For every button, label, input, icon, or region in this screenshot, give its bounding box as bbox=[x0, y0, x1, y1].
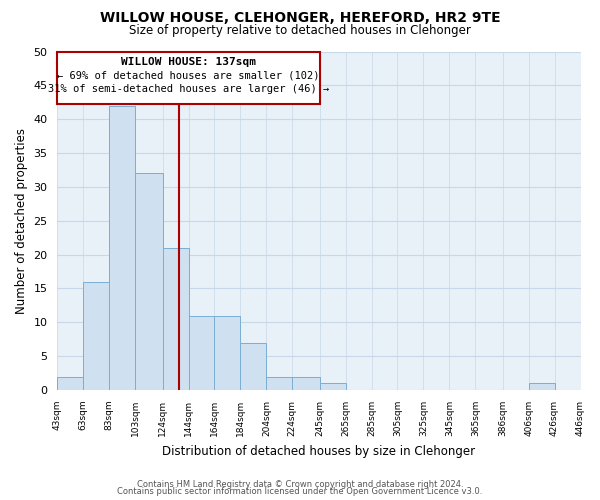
Bar bbox=[163, 248, 188, 390]
Y-axis label: Number of detached properties: Number of detached properties bbox=[15, 128, 28, 314]
Bar bbox=[83, 282, 109, 390]
Text: WILLOW HOUSE, CLEHONGER, HEREFORD, HR2 9TE: WILLOW HOUSE, CLEHONGER, HEREFORD, HR2 9… bbox=[100, 11, 500, 25]
Bar bbox=[529, 384, 554, 390]
Bar bbox=[188, 316, 214, 390]
Text: 31% of semi-detached houses are larger (46) →: 31% of semi-detached houses are larger (… bbox=[48, 84, 329, 94]
Bar bbox=[241, 342, 266, 390]
Text: Size of property relative to detached houses in Clehonger: Size of property relative to detached ho… bbox=[129, 24, 471, 37]
Bar bbox=[320, 384, 346, 390]
Bar bbox=[581, 384, 600, 390]
Text: Contains public sector information licensed under the Open Government Licence v3: Contains public sector information licen… bbox=[118, 487, 482, 496]
Bar bbox=[58, 376, 83, 390]
Bar bbox=[266, 376, 292, 390]
Text: Contains HM Land Registry data © Crown copyright and database right 2024.: Contains HM Land Registry data © Crown c… bbox=[137, 480, 463, 489]
Bar bbox=[292, 376, 320, 390]
Bar bbox=[109, 106, 135, 390]
Text: WILLOW HOUSE: 137sqm: WILLOW HOUSE: 137sqm bbox=[121, 56, 256, 66]
Bar bbox=[214, 316, 241, 390]
X-axis label: Distribution of detached houses by size in Clehonger: Distribution of detached houses by size … bbox=[163, 444, 476, 458]
Text: ← 69% of detached houses are smaller (102): ← 69% of detached houses are smaller (10… bbox=[57, 70, 320, 80]
FancyBboxPatch shape bbox=[58, 52, 320, 104]
Bar bbox=[135, 174, 163, 390]
